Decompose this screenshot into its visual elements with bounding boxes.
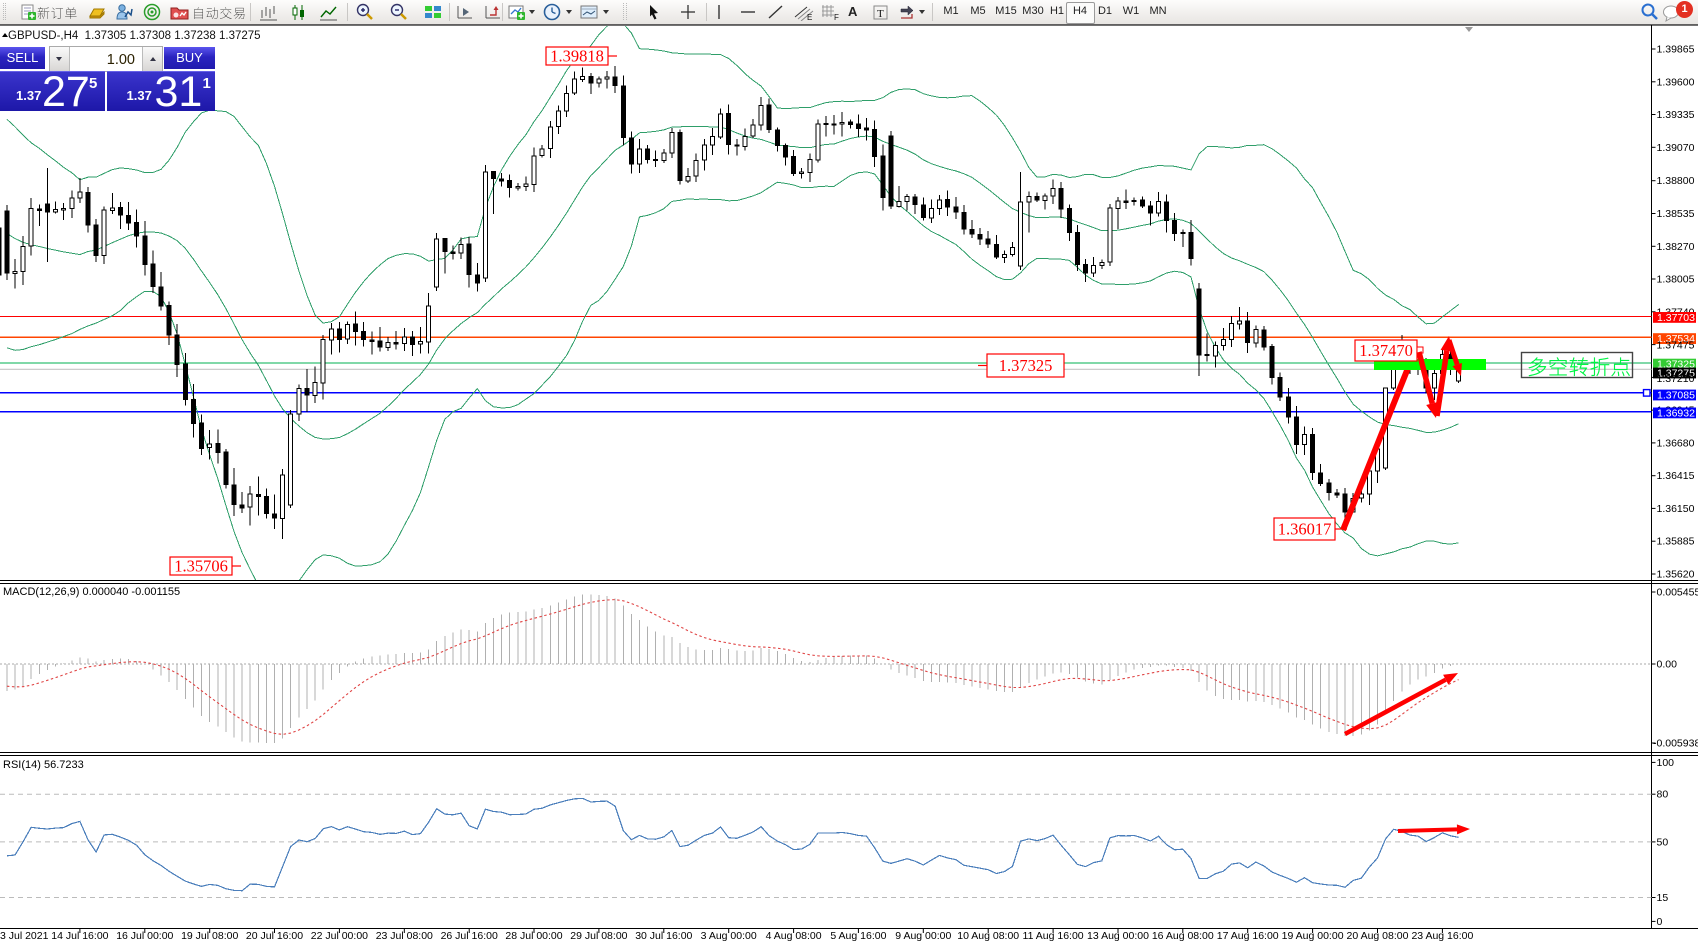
- svg-text:MACD(12,26,9) 0.000040 -0.0011: MACD(12,26,9) 0.000040 -0.001155: [3, 586, 180, 598]
- svg-text:RSI(14) 56.7233: RSI(14) 56.7233: [3, 759, 84, 771]
- svg-text:1.35885: 1.35885: [1657, 536, 1695, 548]
- svg-text:28 Jul 00:00: 28 Jul 00:00: [505, 930, 562, 941]
- svg-text:29 Jul 08:00: 29 Jul 08:00: [570, 930, 627, 941]
- svg-text:1.37475: 1.37475: [1657, 340, 1695, 352]
- svg-text:1.37534: 1.37534: [1657, 333, 1695, 345]
- svg-text:22 Jul 00:00: 22 Jul 00:00: [311, 930, 368, 941]
- svg-text:0: 0: [1657, 916, 1663, 928]
- svg-text:80: 80: [1657, 789, 1669, 801]
- svg-text:-0.005938: -0.005938: [1653, 738, 1698, 750]
- svg-text:3 Aug 00:00: 3 Aug 00:00: [701, 930, 757, 941]
- svg-text:15: 15: [1657, 892, 1669, 904]
- svg-text:11 Aug 16:00: 11 Aug 16:00: [1023, 930, 1084, 941]
- svg-text:23 Aug 16:00: 23 Aug 16:00: [1411, 930, 1473, 941]
- svg-text:T: T: [877, 8, 884, 20]
- svg-text:1.38005: 1.38005: [1657, 274, 1695, 286]
- svg-text:9 Aug 00:00: 9 Aug 00:00: [895, 930, 951, 941]
- svg-text:1.37085: 1.37085: [1657, 390, 1695, 402]
- svg-text:14 Jul 16:00: 14 Jul 16:00: [51, 930, 108, 941]
- svg-text:16 Aug 08:00: 16 Aug 08:00: [1152, 930, 1214, 941]
- svg-text:1.37275: 1.37275: [1657, 368, 1695, 380]
- svg-text:10 Aug 08:00: 10 Aug 08:00: [957, 930, 1019, 941]
- svg-text:1.39335: 1.39335: [1657, 109, 1695, 121]
- svg-text:1.37210: 1.37210: [1657, 373, 1695, 385]
- svg-text:19 Aug 00:00: 19 Aug 00:00: [1282, 930, 1344, 941]
- svg-text:1.38800: 1.38800: [1657, 175, 1695, 187]
- svg-text:1.39818: 1.39818: [550, 47, 604, 66]
- svg-text:1.35620: 1.35620: [1657, 569, 1695, 581]
- svg-text:26 Jul 16:00: 26 Jul 16:00: [441, 930, 498, 941]
- svg-text:1.36415: 1.36415: [1657, 470, 1695, 482]
- svg-text:1.39070: 1.39070: [1657, 142, 1695, 154]
- svg-text:1.36680: 1.36680: [1657, 437, 1695, 449]
- svg-text:13 Aug 00:00: 13 Aug 00:00: [1087, 930, 1149, 941]
- svg-text:1.38270: 1.38270: [1657, 241, 1695, 253]
- svg-text:1.36932: 1.36932: [1657, 407, 1695, 419]
- svg-text:3 Jul 2021: 3 Jul 2021: [0, 930, 49, 941]
- svg-text:0.00: 0.00: [1657, 659, 1678, 671]
- svg-text:23 Jul 08:00: 23 Jul 08:00: [376, 930, 433, 941]
- svg-text:17 Aug 16:00: 17 Aug 16:00: [1217, 930, 1279, 941]
- svg-text:16 Jul 00:00: 16 Jul 00:00: [116, 930, 173, 941]
- svg-text:30 Jul 16:00: 30 Jul 16:00: [635, 930, 692, 941]
- svg-text:1.36150: 1.36150: [1657, 503, 1695, 515]
- svg-text:1.38535: 1.38535: [1657, 208, 1695, 220]
- svg-text:1.37703: 1.37703: [1657, 312, 1695, 324]
- svg-text:F: F: [834, 13, 839, 21]
- svg-text:50: 50: [1657, 836, 1669, 848]
- svg-text:1.37325: 1.37325: [999, 356, 1053, 375]
- svg-text:4 Aug 08:00: 4 Aug 08:00: [766, 930, 822, 941]
- svg-text:E: E: [807, 13, 812, 21]
- svg-text:1.37470: 1.37470: [1359, 341, 1413, 360]
- svg-text:1.39600: 1.39600: [1657, 76, 1695, 88]
- svg-text:0.005455: 0.005455: [1657, 587, 1698, 599]
- svg-text:19 Jul 08:00: 19 Jul 08:00: [181, 930, 238, 941]
- svg-text:1.36017: 1.36017: [1278, 520, 1332, 539]
- svg-text:1.35706: 1.35706: [174, 557, 228, 576]
- svg-text:20 Aug 08:00: 20 Aug 08:00: [1347, 930, 1409, 941]
- svg-text:20 Jul 16:00: 20 Jul 16:00: [246, 930, 303, 941]
- svg-text:100: 100: [1657, 757, 1675, 769]
- svg-text:1.39865: 1.39865: [1657, 44, 1695, 56]
- svg-text:5 Aug 16:00: 5 Aug 16:00: [830, 930, 886, 941]
